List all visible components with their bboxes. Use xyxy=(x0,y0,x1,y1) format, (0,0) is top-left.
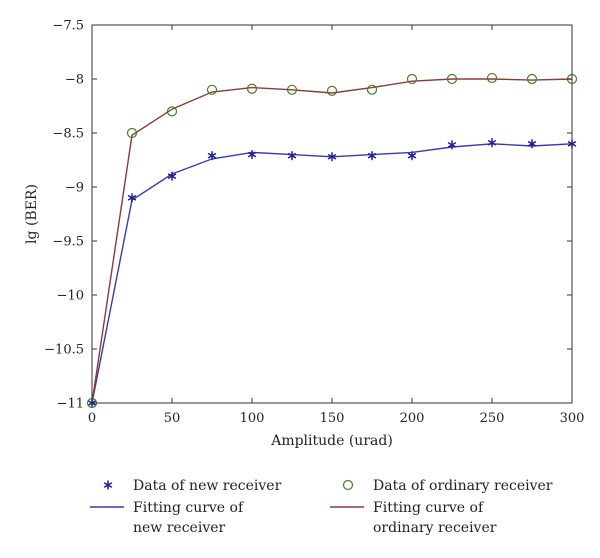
x-tick-label: 0 xyxy=(88,411,96,426)
data-point-asterisk xyxy=(247,150,257,160)
axes: 0 50 100 150 200 250 300 −11 −10.5 −10 −9.5 −9 −8.5 −… xyxy=(44,19,584,427)
data-point-asterisk xyxy=(447,140,457,150)
x-axis-label: Amplitude (urad) xyxy=(270,433,393,449)
legend-label: Data of new receiver xyxy=(133,478,282,494)
y-tick-label: −9.5 xyxy=(52,235,84,250)
legend-label: Data of ordinary receiver xyxy=(373,478,553,494)
y-tick-label: −9 xyxy=(65,181,84,196)
data-point-asterisk xyxy=(207,151,217,161)
legend-label: new receiver xyxy=(133,520,226,536)
y-tick-label: −7.5 xyxy=(52,19,84,34)
data-point-asterisk xyxy=(407,151,417,161)
legend-label: Fitting curve of xyxy=(373,500,485,516)
legend-entry-1: Data of new receiver xyxy=(103,478,282,494)
y-tick-label: −11 xyxy=(57,397,84,412)
data-point-circle xyxy=(166,106,178,117)
data-point-asterisk xyxy=(127,193,137,203)
data-point-circle xyxy=(326,85,338,96)
data-point-circle xyxy=(486,72,498,84)
data-point-circle xyxy=(366,84,378,95)
y-axis-label: lg (BER) xyxy=(24,184,40,244)
legend-marker-circle xyxy=(342,479,354,491)
plot-area xyxy=(86,72,578,409)
x-tick-label: 100 xyxy=(240,411,265,426)
data-point-circle xyxy=(526,73,538,85)
plot-frame xyxy=(91,24,573,404)
data-point-asterisk xyxy=(487,138,497,148)
data-point-asterisk xyxy=(367,151,377,161)
x-tick-label: 200 xyxy=(400,411,425,426)
data-point-circle xyxy=(406,73,418,85)
y-tick-label: −8.5 xyxy=(52,127,84,142)
legend: Data of new receiver Data of ordinary rec… xyxy=(90,478,553,536)
y-tick-label: −8 xyxy=(65,73,84,88)
data-point-circle xyxy=(446,73,458,85)
legend-label: ordinary receiver xyxy=(373,520,497,536)
x-tick-label: 250 xyxy=(480,411,505,426)
fit-curve-line-1 xyxy=(91,143,573,404)
legend-entry-4: Fitting curve of ordinary receiver xyxy=(330,500,497,536)
y-tick-label: −10 xyxy=(57,289,84,304)
legend-entry-3: Fitting curve of new receiver xyxy=(90,500,245,536)
legend-label: Fitting curve of xyxy=(133,500,245,516)
fit-curve-line-2 xyxy=(91,78,573,404)
x-tick-label: 150 xyxy=(320,411,345,426)
legend-entry-2: Data of ordinary receiver xyxy=(342,478,553,494)
data-point-asterisk xyxy=(287,151,297,161)
data-point-circle xyxy=(206,84,218,95)
data-point-circle xyxy=(246,83,258,94)
data-point-circle xyxy=(286,84,298,95)
data-point-asterisk xyxy=(167,171,177,181)
x-tick-label: 300 xyxy=(560,411,585,426)
x-tick-label: 50 xyxy=(164,411,181,426)
data-point-asterisk xyxy=(527,139,537,149)
legend-marker-asterisk xyxy=(103,480,113,490)
data-point-circle xyxy=(126,127,138,139)
y-tick-label: −10.5 xyxy=(44,343,84,358)
data-point-asterisk xyxy=(327,152,337,162)
